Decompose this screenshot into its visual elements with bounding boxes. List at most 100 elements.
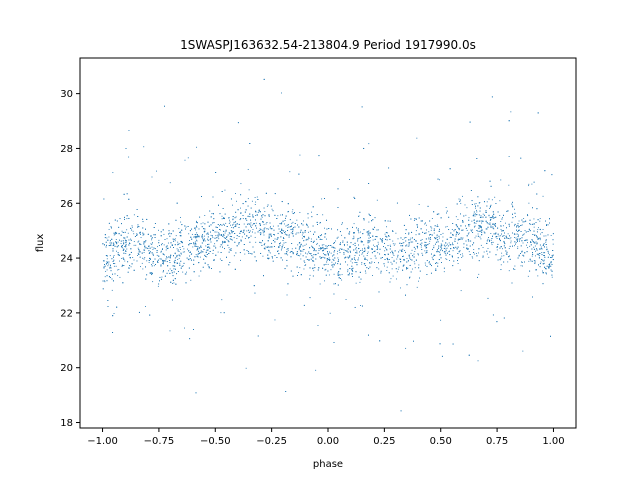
data-point <box>120 240 122 242</box>
data-point <box>104 265 106 267</box>
data-point <box>204 235 206 237</box>
data-point <box>188 250 190 252</box>
data-point <box>223 237 225 239</box>
data-point <box>419 233 421 235</box>
data-point <box>250 253 252 254</box>
data-point <box>436 213 438 215</box>
data-point <box>492 211 494 213</box>
data-point <box>291 248 293 250</box>
data-point <box>350 260 352 262</box>
data-point <box>372 244 374 246</box>
data-point <box>277 237 279 238</box>
data-point <box>504 243 506 245</box>
data-point <box>177 259 179 260</box>
data-point <box>400 410 402 412</box>
data-point <box>312 256 314 258</box>
data-point <box>321 247 323 249</box>
data-point <box>152 262 154 264</box>
data-point <box>185 226 187 228</box>
data-point <box>529 245 531 247</box>
data-point <box>495 225 496 227</box>
data-point <box>524 261 525 263</box>
data-point <box>367 334 369 336</box>
data-point <box>235 211 237 213</box>
data-point <box>268 235 270 237</box>
data-point <box>179 262 181 264</box>
data-point <box>508 255 510 257</box>
data-point <box>418 254 419 256</box>
data-point <box>364 270 366 272</box>
data-point <box>287 283 289 285</box>
data-point <box>461 253 463 255</box>
data-point <box>543 260 545 262</box>
data-point <box>496 249 498 251</box>
data-point <box>112 172 114 174</box>
data-point <box>536 193 538 195</box>
data-point <box>297 224 298 226</box>
data-point <box>492 241 494 243</box>
data-point <box>171 272 173 274</box>
data-point <box>262 221 264 223</box>
data-point <box>330 269 332 271</box>
data-point <box>270 205 272 207</box>
data-point <box>271 242 273 244</box>
data-point <box>244 211 246 213</box>
data-point <box>264 215 266 217</box>
data-point <box>490 225 492 227</box>
data-point <box>369 214 370 216</box>
data-point <box>286 294 288 296</box>
data-point <box>320 257 322 259</box>
data-point <box>255 201 257 203</box>
data-point <box>286 265 288 267</box>
data-point <box>283 223 285 225</box>
data-point <box>500 269 502 271</box>
data-point <box>479 202 481 203</box>
data-point <box>241 236 243 238</box>
data-point <box>448 242 450 244</box>
data-point <box>522 234 524 236</box>
data-point <box>182 265 184 267</box>
data-point <box>171 244 173 246</box>
data-point <box>229 249 231 251</box>
data-point <box>400 237 402 239</box>
data-point <box>383 263 385 265</box>
data-point <box>322 246 324 248</box>
data-point <box>158 283 160 285</box>
data-point <box>550 269 552 271</box>
data-point <box>495 254 497 256</box>
data-point <box>473 213 475 215</box>
data-point <box>433 232 435 234</box>
data-point <box>159 280 160 282</box>
data-point <box>333 242 335 244</box>
data-point <box>109 267 111 269</box>
data-point <box>491 216 493 218</box>
data-point <box>545 241 547 243</box>
data-point <box>207 243 209 245</box>
data-point <box>212 253 214 254</box>
data-point <box>236 245 238 247</box>
data-point <box>521 240 523 242</box>
data-point <box>226 237 227 238</box>
data-point <box>223 223 224 225</box>
data-point <box>221 218 223 220</box>
data-point <box>522 242 524 244</box>
data-point <box>356 250 358 252</box>
data-point <box>291 228 293 230</box>
data-point <box>315 250 317 252</box>
data-point <box>521 219 523 221</box>
data-point <box>322 250 324 252</box>
data-point <box>333 273 335 275</box>
data-point <box>491 244 493 246</box>
data-point <box>349 231 351 233</box>
data-point <box>236 200 237 202</box>
data-point <box>509 245 511 247</box>
data-point <box>274 193 276 195</box>
data-point <box>490 219 492 220</box>
data-point <box>399 258 401 260</box>
data-point <box>231 239 233 241</box>
data-point <box>358 244 359 246</box>
data-point <box>181 241 183 243</box>
data-point <box>337 236 339 238</box>
data-point <box>285 231 287 233</box>
data-point <box>207 249 209 251</box>
